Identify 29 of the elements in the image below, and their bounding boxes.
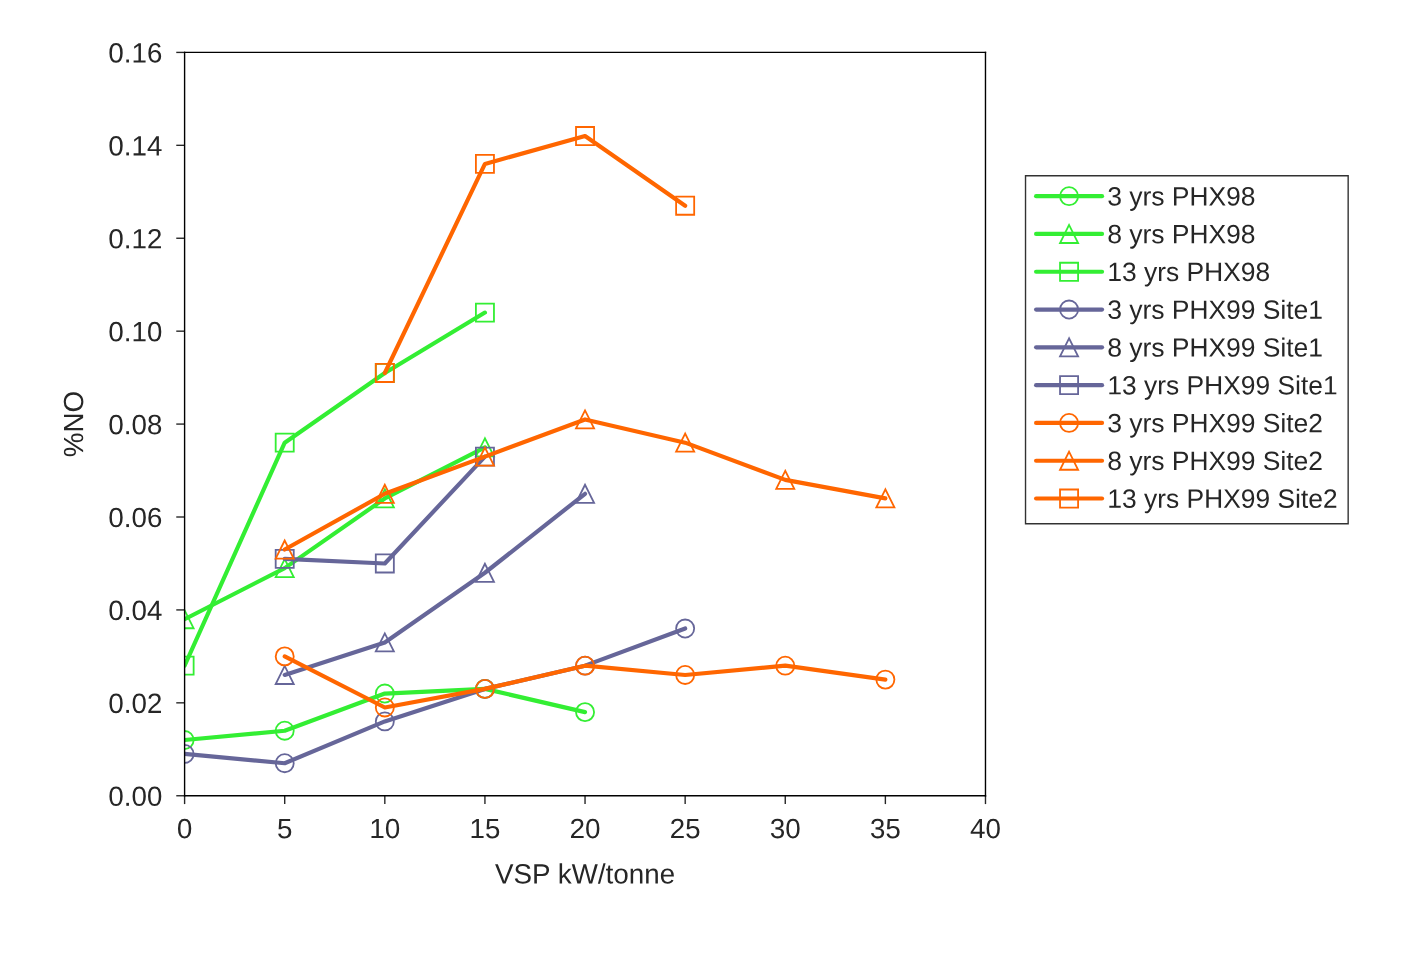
y-tick-label: 0.06 [109, 507, 162, 528]
legend-label: 13 yrs PHX99 Site1 [1109, 375, 1337, 400]
y-tick-label: 0.04 [109, 600, 162, 621]
legend-label: 8 yrs PHX98 [1108, 224, 1255, 249]
y-tick-label: 0.12 [109, 228, 161, 249]
legend-label: 8 yrs PHX99 Site1 [1108, 337, 1322, 363]
x-tick-label: 10 [371, 818, 400, 839]
y-axis-title: %NO [63, 392, 84, 457]
x-tick-label: 0 [177, 818, 192, 839]
x-tick-label: 20 [570, 818, 600, 839]
y-tick-label: 0.16 [109, 43, 162, 63]
x-tick-label: 35 [870, 818, 900, 839]
x-tick-label: 40 [970, 818, 1000, 839]
y-tick-label: 0.02 [109, 693, 161, 714]
legend-label: 3 yrs PHX99 Site2 [1108, 413, 1322, 438]
legend-label: 3 yrs PHX98 [1108, 186, 1255, 211]
x-axis-title: VSP kW/tonne [495, 863, 674, 884]
y-tick-label: 0.00 [109, 786, 162, 807]
legend-label: 13 yrs PHX99 Site2 [1109, 488, 1337, 514]
legend-label: 13 yrs PHX98 [1109, 262, 1269, 287]
y-tick-label: 0.10 [109, 321, 162, 342]
y-tick-label: 0.08 [109, 414, 162, 435]
legend-label: 8 yrs PHX99 Site2 [1108, 450, 1322, 476]
x-tick-label: 15 [471, 819, 500, 839]
x-tick-label: 25 [671, 818, 700, 839]
y-tick-label: 0.14 [109, 136, 162, 156]
legend-label: 3 yrs PHX99 Site1 [1108, 299, 1322, 325]
x-tick-label: 30 [770, 818, 800, 839]
x-tick-label: 5 [278, 819, 292, 839]
